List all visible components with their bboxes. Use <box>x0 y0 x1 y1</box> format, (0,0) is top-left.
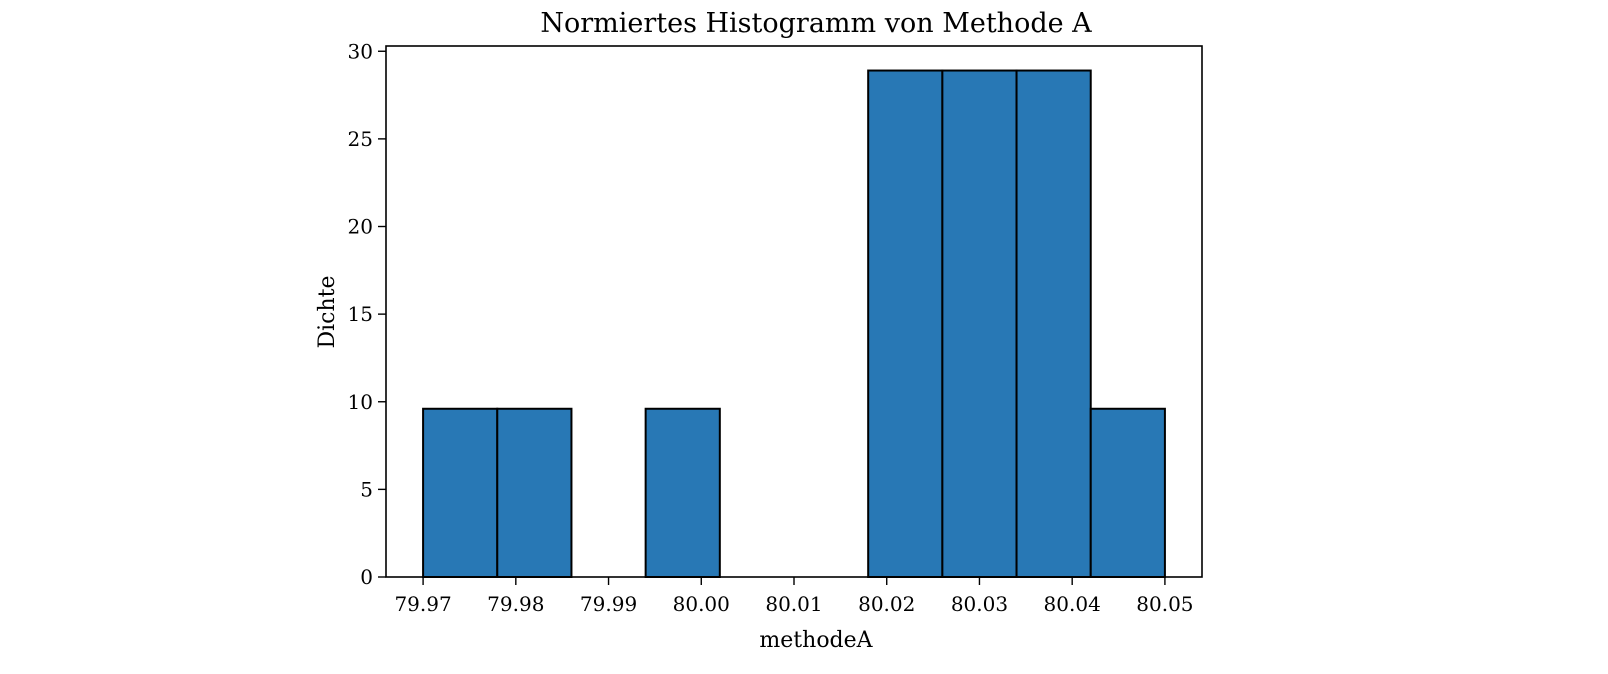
histogram-bar <box>496 407 573 579</box>
x-tick-label: 80.05 <box>1136 592 1193 616</box>
y-tick-label: 20 <box>348 215 373 239</box>
x-axis-label: methodeA <box>759 628 873 653</box>
y-tick-label: 30 <box>348 39 373 63</box>
histogram-bar <box>422 407 499 579</box>
y-tick-label: 15 <box>348 302 373 326</box>
y-tick-label: 10 <box>348 390 373 414</box>
x-tick-label: 80.03 <box>951 592 1008 616</box>
x-tick-label: 80.02 <box>858 592 915 616</box>
y-axis-ticks: 0 5 10 15 20 25 30 <box>348 39 386 589</box>
histogram-bar <box>941 69 1018 578</box>
x-tick-label: 79.97 <box>394 592 451 616</box>
x-tick-label: 79.99 <box>580 592 637 616</box>
x-tick-label: 80.00 <box>673 592 730 616</box>
y-axis-label: Dichte <box>315 275 340 348</box>
x-tick-label: 79.98 <box>487 592 544 616</box>
histogram-bar <box>644 407 721 579</box>
histogram-bar <box>1089 407 1166 579</box>
chart-title: Normiertes Histogramm von Methode A <box>540 8 1092 39</box>
x-tick-label: 80.04 <box>1044 592 1101 616</box>
y-tick-label: 0 <box>360 565 373 589</box>
x-tick-label: 80.01 <box>765 592 822 616</box>
y-tick-label: 5 <box>360 477 373 501</box>
bars-layer <box>422 69 1166 579</box>
x-axis-ticks: 79.97 79.98 79.99 80.00 80.01 80.02 80.03 80.04… <box>394 577 1194 616</box>
histogram-bar <box>867 69 944 578</box>
y-tick-label: 25 <box>348 127 373 151</box>
histogram-bar <box>1015 69 1092 578</box>
